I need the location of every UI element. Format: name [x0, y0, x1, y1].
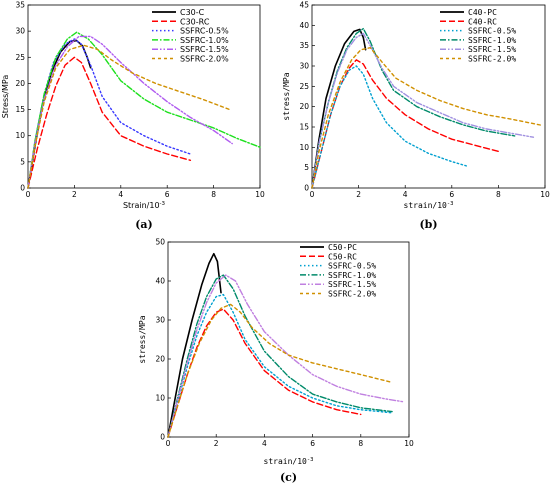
y-tick-label: 30 — [155, 316, 165, 325]
legend-label: C30-RC — [180, 17, 210, 26]
y-tick-label: 20 — [15, 79, 25, 88]
x-tick-label: 10 — [255, 190, 265, 199]
y-tick-label: 0 — [20, 184, 25, 193]
y-tick-label: 15 — [299, 123, 309, 132]
y-tick-label: 30 — [299, 62, 309, 71]
chart-panel-2: 0 2 4 6 8 10 0 5 10 15 20 25 30 35 40 45 strain/10-3 stre… — [282, 1, 550, 232]
y-tick-label: 40 — [299, 21, 309, 30]
x-tick-label: 6 — [310, 439, 315, 448]
legend-label: SSFRC-2.0% — [180, 55, 229, 64]
x-axis-label: strain/10-3 — [404, 201, 454, 210]
y-axis-label: stress/MPa — [282, 72, 291, 120]
y-tick-label: 25 — [15, 53, 25, 62]
x-tick-label: 0 — [166, 439, 171, 448]
legend-label: SSFRC-1.5% — [180, 45, 229, 54]
series-line-1 — [167, 252, 222, 438]
legend-label: SSFRC-1.0% — [468, 36, 516, 45]
legend-label: C40-RC — [468, 17, 497, 26]
series-line-4 — [167, 274, 393, 438]
plot-frame — [311, 4, 546, 189]
legend-label: SSFRC-0.5% — [180, 27, 229, 36]
legend-label: SSFRC-1.5% — [468, 45, 516, 54]
y-tick-label: 30 — [15, 27, 25, 36]
y-tick-label: 10 — [299, 143, 309, 152]
series-line-3 — [27, 38, 192, 189]
legend-label: C40-PC — [468, 8, 497, 17]
x-tick-label: 8 — [358, 439, 363, 448]
x-tick-label: 8 — [496, 190, 501, 199]
x-tick-label: 10 — [540, 190, 550, 199]
x-axis-label: Strain/10-3 — [123, 201, 166, 210]
y-tick-label: 45 — [299, 1, 309, 10]
x-tick-label: 4 — [118, 190, 123, 199]
series-line-4 — [27, 31, 261, 189]
legend-label: SSFRC-2.0% — [468, 55, 516, 64]
x-tick-label: 6 — [165, 190, 170, 199]
series-line-3 — [311, 65, 469, 189]
y-axis-label: stress/MPa — [138, 315, 147, 363]
y-tick-label: 35 — [15, 1, 25, 10]
legend-label: C50-RC — [328, 252, 357, 261]
y-tick-label: 20 — [299, 102, 309, 111]
x-tick-label: 0 — [26, 190, 31, 199]
y-tick-label: 25 — [299, 82, 309, 91]
series-line-6 — [311, 47, 541, 189]
legend-label: C50-PC — [328, 243, 357, 252]
legend-label: SSFRC-1.5% — [328, 280, 376, 289]
legend-label: C30-C — [180, 8, 205, 17]
y-tick-label: 35 — [299, 41, 309, 50]
legend-label: SSFRC-0.5% — [468, 27, 516, 36]
series-line-2 — [167, 308, 362, 438]
x-tick-label: 8 — [211, 190, 216, 199]
series-line-6 — [167, 303, 393, 438]
series-line-2 — [27, 56, 192, 189]
x-tick-label: 10 — [404, 439, 414, 448]
x-tick-label: 2 — [356, 190, 361, 199]
x-tick-label: 4 — [403, 190, 408, 199]
chart-panel-3: 0 2 4 6 8 10 0 10 20 30 40 50 strain/10-3 stress/MPa (… — [138, 238, 414, 485]
chart-panel-1: 0 2 4 6 8 10 0 5 10 15 20 25 30 35 Strain/10-3 Stress/M… — [1, 1, 265, 232]
series-line-5 — [311, 32, 535, 189]
series-line-6 — [27, 44, 231, 189]
legend-label: SSFRC-0.5% — [328, 262, 376, 271]
x-axis-label: strain/10-3 — [264, 457, 314, 466]
legend-label: SSFRC-1.0% — [180, 36, 229, 45]
x-tick-label: 6 — [449, 190, 454, 199]
y-axis-label: Stress/MPa — [1, 75, 10, 119]
y-tick-label: 0 — [304, 184, 309, 193]
y-tick-label: 10 — [155, 394, 165, 403]
y-tick-label: 20 — [155, 355, 165, 364]
series-line-5 — [167, 274, 405, 438]
y-tick-label: 5 — [20, 157, 25, 166]
panel-label: (a) — [135, 218, 153, 231]
series-line-2 — [311, 59, 500, 189]
y-tick-label: 40 — [155, 277, 165, 286]
x-tick-label: 2 — [214, 439, 219, 448]
series-line-3 — [167, 293, 393, 438]
x-tick-label: 0 — [310, 190, 315, 199]
panel-label: (c) — [280, 471, 297, 484]
x-tick-label: 4 — [262, 439, 267, 448]
panel-label: (b) — [419, 218, 437, 231]
legend-label: SSFRC-1.0% — [328, 271, 376, 280]
x-tick-label: 2 — [72, 190, 77, 199]
y-tick-label: 50 — [155, 238, 165, 247]
series-line-5 — [27, 35, 233, 189]
y-tick-label: 10 — [15, 131, 25, 140]
plot-frame — [27, 4, 261, 189]
y-tick-label: 15 — [15, 105, 25, 114]
y-tick-label: 0 — [160, 433, 165, 442]
y-tick-label: 5 — [304, 163, 309, 172]
plot-frame — [167, 241, 410, 438]
legend-label: SSFRC-2.0% — [328, 290, 376, 299]
